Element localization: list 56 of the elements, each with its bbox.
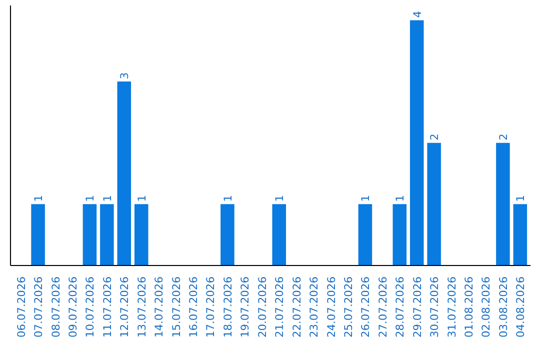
x-tick-label: 01.08.2026 — [462, 276, 476, 338]
x-tick-label: 27.07.2026 — [376, 276, 390, 338]
bar — [82, 204, 97, 266]
x-tick-label: 16.07.2026 — [187, 276, 200, 338]
x-tick-label: 17.07.2026 — [204, 276, 218, 338]
data-label: 1 — [273, 194, 286, 202]
x-tick-label: 21.07.2026 — [273, 276, 286, 338]
x-tick-label: 24.07.2026 — [324, 276, 338, 338]
data-label: 1 — [100, 194, 114, 202]
x-tick-label: 14.07.2026 — [152, 276, 166, 338]
x-tick-label: 13.07.2026 — [135, 276, 148, 338]
x-tick-label: 07.07.2026 — [32, 276, 46, 338]
data-label: 2 — [428, 134, 442, 140]
data-label: 1 — [221, 194, 234, 202]
bar — [496, 142, 510, 266]
data-label: 3 — [118, 72, 132, 80]
x-tick-label: 03.08.2026 — [496, 276, 510, 338]
bar — [100, 204, 114, 266]
data-label: 4 — [410, 10, 424, 18]
bar — [134, 204, 148, 266]
data-label: 1 — [84, 194, 97, 202]
data-label: 2 — [496, 134, 510, 140]
x-tick-label: 19.07.2026 — [238, 276, 252, 338]
x-tick-label: 04.08.2026 — [514, 276, 528, 338]
data-label: 1 — [394, 194, 407, 202]
bar — [427, 142, 441, 266]
x-tick-label: 09.07.2026 — [66, 276, 80, 338]
x-tick-label: 18.07.2026 — [221, 276, 234, 338]
x-tick-label: 29.07.2026 — [410, 276, 424, 338]
x-tick-label: 22.07.2026 — [290, 276, 304, 338]
x-tick-label: 25.07.2026 — [342, 276, 355, 338]
x-tick-label: 15.07.2026 — [170, 276, 183, 338]
x-tick-label: 28.07.2026 — [394, 276, 407, 338]
bar — [31, 204, 45, 266]
bar — [358, 204, 372, 266]
x-tick-label: 30.07.2026 — [428, 276, 442, 338]
x-tick-label: 10.07.2026 — [84, 276, 97, 338]
x-tick-label: 12.07.2026 — [118, 276, 132, 338]
x-tick-label: 26.07.2026 — [359, 276, 372, 338]
data-label: 1 — [32, 194, 46, 202]
data-label: 1 — [135, 194, 148, 202]
bar — [410, 20, 424, 266]
bar — [392, 204, 407, 266]
x-tick-label: 20.07.2026 — [256, 276, 269, 338]
bar — [117, 82, 132, 266]
x-tick-label: 06.07.2026 — [14, 276, 28, 338]
bar — [513, 204, 528, 266]
x-tick-label: 23.07.2026 — [308, 276, 321, 338]
x-tick-label: 31.07.2026 — [445, 276, 458, 338]
data-label: 1 — [514, 194, 528, 202]
x-tick-label: 11.07.2026 — [100, 276, 114, 338]
bar — [220, 204, 234, 266]
x-tick-label: 02.08.2026 — [480, 276, 493, 338]
data-label: 1 — [359, 194, 372, 202]
bar — [272, 204, 286, 266]
x-tick-label: 08.07.2026 — [49, 276, 62, 338]
